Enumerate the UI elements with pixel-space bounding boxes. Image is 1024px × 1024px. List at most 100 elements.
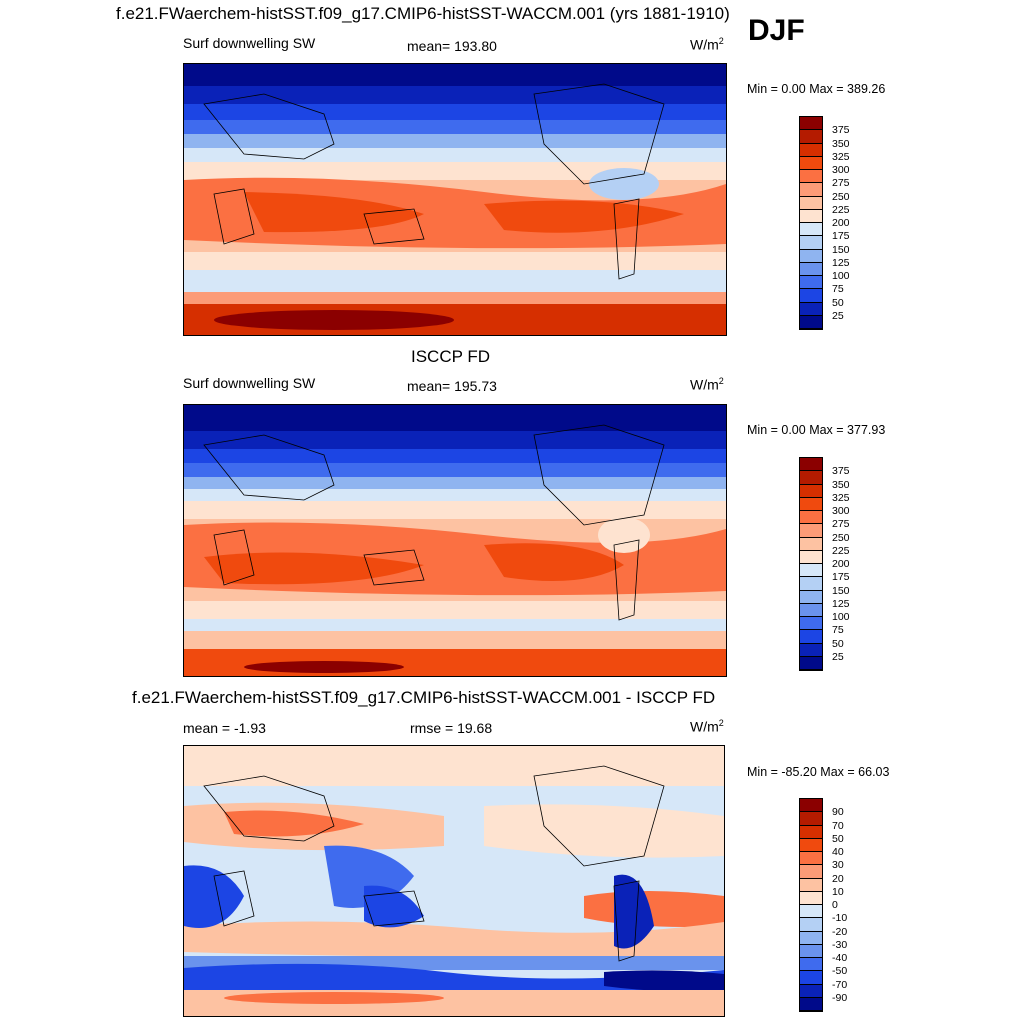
panel2-mean-label: mean= 195.73 [407, 378, 497, 394]
panel2-colorbar-swatch [800, 643, 822, 657]
panel2-colorbar-tick-label: 325 [832, 491, 850, 504]
panel3-title: f.e21.FWaerchem-histSST.f09_g17.CMIP6-hi… [132, 688, 716, 707]
panel3-colorbar-swatch [800, 891, 822, 905]
panel2-units: W/m2 [690, 376, 724, 393]
panel1-colorbar-swatch [800, 289, 822, 303]
panel1-colorbar-swatch [800, 143, 822, 157]
panel1-minmax: Min = 0.00 Max = 389.26 [747, 82, 886, 96]
panel3-mean-label: mean = -1.93 [183, 720, 266, 736]
panel1-colorbar-swatch [800, 196, 822, 210]
panel2-colorbar-tick-label: 100 [832, 611, 850, 623]
panel1-colorbar-swatch [800, 236, 822, 250]
panel1-colorbar-tick-label: 150 [832, 243, 850, 256]
panel2-colorbar-swatch [800, 511, 822, 525]
panel2-colorbar-swatch [800, 497, 822, 511]
panel3-colorbar-tick-label: -20 [832, 925, 848, 938]
panel1-colorbar-swatch [800, 209, 822, 223]
panel1-units: W/m2 [690, 36, 724, 53]
panel1-colorbar-tick-label: 25 [832, 309, 844, 322]
panel3-colorbar-tick-label: 70 [832, 819, 844, 832]
panel3-colorbar-swatch [800, 812, 822, 826]
panel3-map [183, 745, 725, 1017]
panel1-colorbar-tick-label: 200 [832, 217, 850, 229]
panel2-title: ISCCP FD [411, 347, 491, 366]
panel3-rmse-label: rmse = 19.68 [410, 720, 493, 736]
panel2-colorbar-tick-label: 350 [832, 478, 850, 491]
panel1-colorbar-swatch [800, 130, 822, 144]
panel3-colorbar-swatch [800, 971, 822, 985]
season-label: DJF [748, 14, 805, 47]
panel2-colorbar-swatch [800, 603, 822, 617]
panel2-colorbar-tick-label: 200 [832, 558, 850, 570]
panel2-colorbar-tick-label: 275 [832, 518, 850, 531]
panel2-colorbar-tick-label: 75 [832, 624, 844, 637]
panel2-colorbar-swatch [800, 656, 822, 670]
panel1-colorbar-tick-label: 275 [832, 177, 850, 190]
panel2-colorbar-swatch [800, 471, 822, 485]
panel1-map [183, 63, 727, 336]
panel2-colorbar-tick-label: 300 [832, 505, 850, 517]
panel1-colorbar-swatch [800, 315, 822, 329]
panel2-colorbar-swatch [800, 524, 822, 538]
panel2-minmax: Min = 0.00 Max = 377.93 [747, 423, 886, 437]
panel3-colorbar-tick-label: -10 [832, 912, 848, 925]
panel3-colorbar: 90 70 50 40 30 20 10 0 -10 -20 -30 -40 -50 -70 -90 [799, 798, 847, 1012]
panel1-colorbar-swatch [800, 223, 822, 237]
panel1-colorbar-swatch [800, 276, 822, 290]
panel2-colorbar-tick-label: 375 [832, 465, 850, 478]
panel1-colorbar-tick-label: 50 [832, 296, 844, 309]
panel3-units: W/m2 [690, 718, 724, 735]
panel3-colorbar-swatch [800, 958, 822, 972]
panel3-minmax: Min = -85.20 Max = 66.03 [747, 765, 890, 779]
panel1-colorbar-tick-label: 350 [832, 137, 850, 150]
panel2-colorbar: 375 350 325 300 275 250 225 200 175 150 125 100 75 50… [799, 457, 850, 671]
panel2-colorbar-swatch [800, 630, 822, 644]
panel1-colorbar-tick-label: 75 [832, 283, 844, 296]
panel1-colorbar-tick-label: 175 [832, 230, 850, 243]
panel2-colorbar-swatch [800, 564, 822, 578]
panel1-colorbar-tick-label: 250 [832, 190, 850, 203]
panel2-colorbar-swatch [800, 484, 822, 498]
panel2-colorbar-swatch [800, 550, 822, 564]
panel2-map [183, 404, 727, 677]
panel2-colorbar-swatch [800, 577, 822, 591]
panel3-colorbar-swatch [800, 838, 822, 852]
panel3-colorbar-tick-label: -70 [832, 978, 848, 991]
panel2-colorbar-swatch [800, 617, 822, 631]
panel3-colorbar-tick-label: 0 [832, 899, 838, 911]
panel3-colorbar-tick-label: 20 [832, 872, 844, 885]
panel3-colorbar-swatch [800, 799, 822, 813]
panel1-colorbar-swatch [800, 170, 822, 184]
panel1-colorbar-swatch [800, 249, 822, 263]
panel3-colorbar-swatch [800, 878, 822, 892]
panel3-colorbar-tick-label: 40 [832, 846, 844, 858]
panel2-colorbar-tick-label: 250 [832, 531, 850, 544]
panel1-colorbar-tick-label: 325 [832, 150, 850, 163]
panel2-colorbar-swatch [800, 590, 822, 604]
panel1-colorbar-swatch [800, 183, 822, 197]
panel1-colorbar-swatch [800, 117, 822, 131]
panel2-colorbar-tick-label: 25 [832, 650, 844, 663]
panel3-colorbar-swatch [800, 997, 822, 1011]
panel1-mean-label: mean= 193.80 [407, 38, 497, 54]
panel1-colorbar-tick-label: 300 [832, 164, 850, 176]
panel1-colorbar: 375 350 325 300 275 250 225 200 175 150 125 100 75 50… [799, 116, 850, 330]
panel1-colorbar-swatch [800, 156, 822, 170]
panel3-colorbar-tick-label: -30 [832, 938, 848, 951]
panel3-colorbar-tick-label: 90 [832, 806, 844, 819]
panel1-colorbar-tick-label: 100 [832, 270, 850, 282]
panel1-colorbar-swatch [800, 302, 822, 316]
panel1-colorbar-tick-label: 125 [832, 256, 850, 269]
panel1-variable-label: Surf downwelling SW [183, 35, 316, 51]
panel2-colorbar-tick-label: 225 [832, 544, 850, 557]
panel2-colorbar-tick-label: 50 [832, 637, 844, 650]
main-title: f.e21.FWaerchem-histSST.f09_g17.CMIP6-hi… [116, 4, 730, 23]
panel3-colorbar-swatch [800, 905, 822, 919]
panel1-colorbar-tick-label: 225 [832, 203, 850, 216]
panel3-colorbar-tick-label: -50 [832, 965, 848, 978]
panel2-variable-label: Surf downwelling SW [183, 375, 316, 391]
panel2-colorbar-tick-label: 150 [832, 584, 850, 597]
panel2-colorbar-tick-label: 175 [832, 571, 850, 584]
panel3-colorbar-tick-label: 30 [832, 859, 844, 872]
panel1-colorbar-swatch [800, 262, 822, 276]
